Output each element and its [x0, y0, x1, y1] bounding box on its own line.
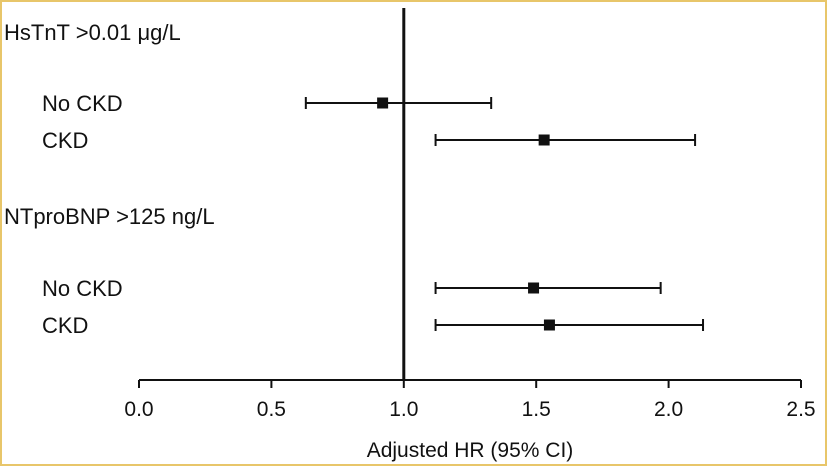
x-axis-tick-labels: 0.0 0.5 1.0 1.5 2.0 2.5 — [124, 398, 815, 421]
hr-point — [543, 319, 555, 331]
hr-point — [538, 134, 550, 146]
row-label-hstnt-ckd: CKD — [42, 128, 88, 153]
row-label-ntprobnp-ckd: CKD — [42, 313, 88, 338]
x-tick-label: 2.5 — [786, 398, 815, 421]
group-title-ntprobnp: NTproBNP >125 ng/L — [4, 204, 215, 229]
row-label-ntprobnp-no-ckd: No CKD — [42, 276, 123, 301]
hr-point — [377, 97, 389, 109]
x-tick-label: 1.5 — [522, 398, 551, 421]
x-axis-ticks — [138, 380, 802, 388]
group-title-hstnt: HsTnT >0.01 μg/L — [4, 20, 181, 45]
hr-point — [528, 282, 540, 294]
x-tick-label: 1.0 — [389, 398, 418, 421]
row-label-hstnt-no-ckd: No CKD — [42, 91, 123, 116]
estimate-marks — [304, 97, 705, 331]
x-tick-label: 0.0 — [124, 398, 153, 421]
x-tick-label: 0.5 — [257, 398, 286, 421]
x-tick-label: 2.0 — [654, 398, 683, 421]
x-axis-title: Adjusted HR (95% CI) — [367, 439, 574, 462]
